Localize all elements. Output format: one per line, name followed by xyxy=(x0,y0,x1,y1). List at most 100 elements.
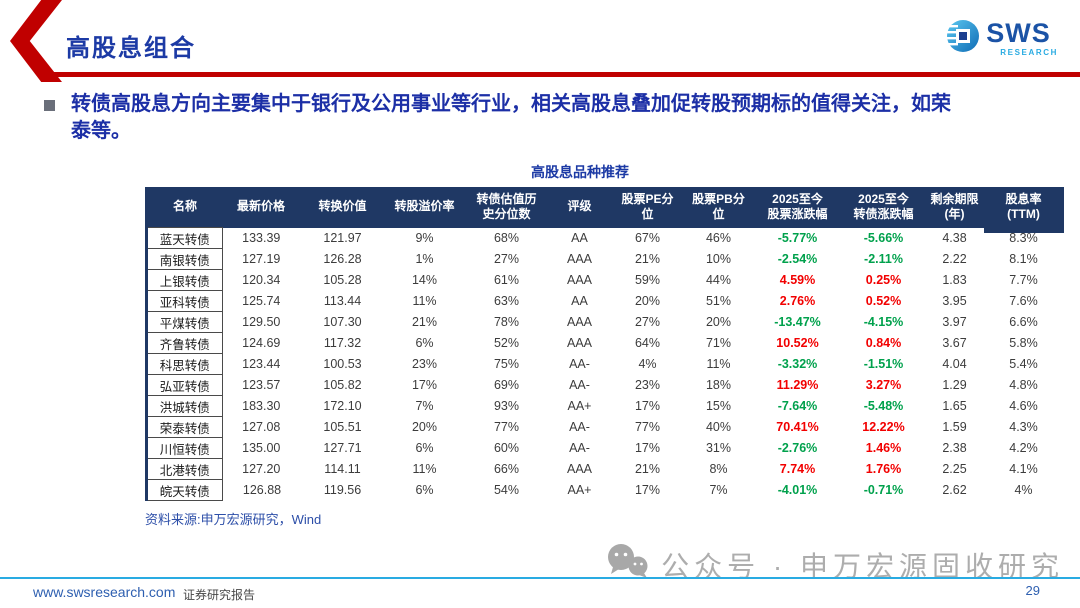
table-cell: -2.54% xyxy=(777,252,818,266)
table-cell: 8.3% xyxy=(1009,231,1038,245)
table-cell: 2.22 xyxy=(942,252,967,266)
table-cell: 10.52% xyxy=(776,336,819,350)
table-cell: 4.6% xyxy=(1009,399,1038,413)
table-cell: 31% xyxy=(705,441,732,455)
table-cell: 107.30 xyxy=(323,315,362,329)
bullet-marker xyxy=(44,100,55,111)
table-cell: 5.8% xyxy=(1009,336,1038,350)
table-cell: 4.8% xyxy=(1009,378,1038,392)
table-row: 川恒转债 135.00 127.71 6% 60% AA- 17% 31% -2.76% 1.46… xyxy=(146,437,1064,459)
red-chevron-decoration xyxy=(10,0,62,82)
table-cell: 17% xyxy=(634,483,661,497)
table-cell: 77% xyxy=(493,420,520,434)
table-cell: -4.15% xyxy=(863,315,904,329)
table-cell: -7.64% xyxy=(777,399,818,413)
bond-name-cell: 齐鲁转债 xyxy=(146,332,223,354)
table-row: 蓝天转债 133.39 121.97 9% 68% AA 67% 46% -5.77% -5.66… xyxy=(146,227,1064,249)
table-cell: AAA xyxy=(566,336,592,350)
table-cell: AA xyxy=(571,294,588,308)
table-cell: 44% xyxy=(705,273,732,287)
table-cell: -2.11% xyxy=(864,252,903,266)
footer-url-link[interactable]: www.swsresearch.com xyxy=(33,584,176,600)
table-cell: 11% xyxy=(412,294,437,308)
sws-logo-text: SWS RESEARCH xyxy=(986,20,1058,57)
table-cell: 9% xyxy=(415,231,434,245)
table-cell: 0.84% xyxy=(865,336,902,350)
table-cell: 67% xyxy=(634,231,661,245)
table-cell: 7% xyxy=(415,399,434,413)
table-cell: AAA xyxy=(566,252,592,266)
table-cell: -0.71% xyxy=(863,483,904,497)
table-cell: 17% xyxy=(634,441,661,455)
table-cell: 75% xyxy=(493,357,520,371)
table-cell: 6% xyxy=(415,336,434,350)
bond-name-cell: 弘亚转债 xyxy=(146,374,223,396)
table-cell: 126.28 xyxy=(323,252,362,266)
table-cell: 123.57 xyxy=(242,378,281,392)
table-cell: 3.27% xyxy=(865,378,902,392)
table-cell: 52% xyxy=(493,336,520,350)
table-cell: 11% xyxy=(706,357,731,371)
table-cell: 105.51 xyxy=(323,420,362,434)
column-header: 转股溢价率 xyxy=(383,187,466,228)
table-cell: 125.74 xyxy=(242,294,281,308)
table-cell: 7.74% xyxy=(779,462,816,476)
page-title: 高股息组合 xyxy=(66,35,196,62)
table-cell: 4% xyxy=(1014,483,1033,497)
table-cell: 114.11 xyxy=(324,462,361,476)
bond-name-cell: 川恒转债 xyxy=(146,437,223,459)
table-cell: 105.28 xyxy=(323,273,362,287)
footer-report-label: 证券研究报告 xyxy=(183,588,256,602)
table-cell: 183.30 xyxy=(242,399,281,413)
table-cell: 21% xyxy=(634,252,661,266)
table-cell: 64% xyxy=(634,336,661,350)
table-title: 高股息品种推荐 xyxy=(531,164,629,180)
table-cell: 1.83 xyxy=(942,273,967,287)
table-cell: 129.50 xyxy=(242,315,281,329)
table-cell: 105.82 xyxy=(323,378,362,392)
table-cell: 1.46% xyxy=(865,441,902,455)
table-row: 皖天转债 126.88 119.56 6% 54% AA+ 17% 7% -4.01% -0.71… xyxy=(146,479,1064,501)
table-cell: 4.59% xyxy=(779,273,816,287)
table-row: 洪城转债 183.30 172.10 7% 93% AA+ 17% 15% -7.64% -5.4… xyxy=(146,395,1064,417)
table-row: 南银转债 127.19 126.28 1% 27% AAA 21% 10% -2.54% -2.1… xyxy=(146,248,1064,270)
table-cell: -1.51% xyxy=(863,357,904,371)
table-cell: 6% xyxy=(415,483,434,497)
table-cell: 119.56 xyxy=(323,483,362,497)
table-cell: 51% xyxy=(705,294,732,308)
table-cell: 68% xyxy=(493,231,520,245)
bond-name-cell: 南银转债 xyxy=(146,248,223,270)
table-cell: 18% xyxy=(705,378,732,392)
table-cell: 127.71 xyxy=(323,441,362,455)
table-cell: AA- xyxy=(569,378,590,392)
table-row: 北港转债 127.20 114.11 11% 66% AAA 21% 8% 7.74% 1.76%… xyxy=(146,458,1064,480)
bullet-text: 转债高股息方向主要集中于银行及公用事业等行业，相关高股息叠加促转股预期标的值得关… xyxy=(71,93,951,142)
table-cell: 3.95 xyxy=(942,294,967,308)
table-cell: 20% xyxy=(634,294,661,308)
table-cell: 15% xyxy=(705,399,732,413)
column-header: 名称 xyxy=(146,187,222,228)
table-cell: 113.44 xyxy=(323,294,362,308)
column-header: 评级 xyxy=(547,187,612,228)
table-cell: 10% xyxy=(705,252,732,266)
table-cell: AA+ xyxy=(567,399,592,413)
wechat-watermark: 公众号 · 申万宏源固收研究 xyxy=(605,542,1064,587)
table-header-row: 名称 最新价格 转换价值 转股溢价率 转债估值历 史分位数 评级 股票PE分 位股票PB分 … xyxy=(146,187,1064,232)
table-cell: 1% xyxy=(415,252,434,266)
table-row: 弘亚转债 123.57 105.82 17% 69% AA- 23% 18% 11.29% 3.2… xyxy=(146,374,1064,396)
table-cell: 17% xyxy=(411,378,438,392)
table-cell: 27% xyxy=(634,315,661,329)
sws-logo-name: SWS xyxy=(986,18,1051,48)
table-cell: 66% xyxy=(493,462,520,476)
table-cell: AA xyxy=(571,231,588,245)
data-source-note: 资料来源:申万宏源研究，Wind xyxy=(145,512,322,527)
wechat-icon xyxy=(605,542,651,587)
table-body: 蓝天转债 133.39 121.97 9% 68% AA 67% 46% -5.77% -5.66… xyxy=(146,227,1064,501)
table-cell: 1.29 xyxy=(942,378,967,392)
bond-name-cell: 皖天转债 xyxy=(146,479,223,501)
bond-table-container: 名称 最新价格 转换价值 转股溢价率 转债估值历 史分位数 评级 股票PE分 位股票PB分 … xyxy=(145,187,1064,501)
table-cell: 3.67 xyxy=(942,336,967,350)
table-cell: 46% xyxy=(705,231,732,245)
sws-logo-sub: RESEARCH xyxy=(1000,48,1058,57)
table-cell: 4.3% xyxy=(1009,420,1038,434)
